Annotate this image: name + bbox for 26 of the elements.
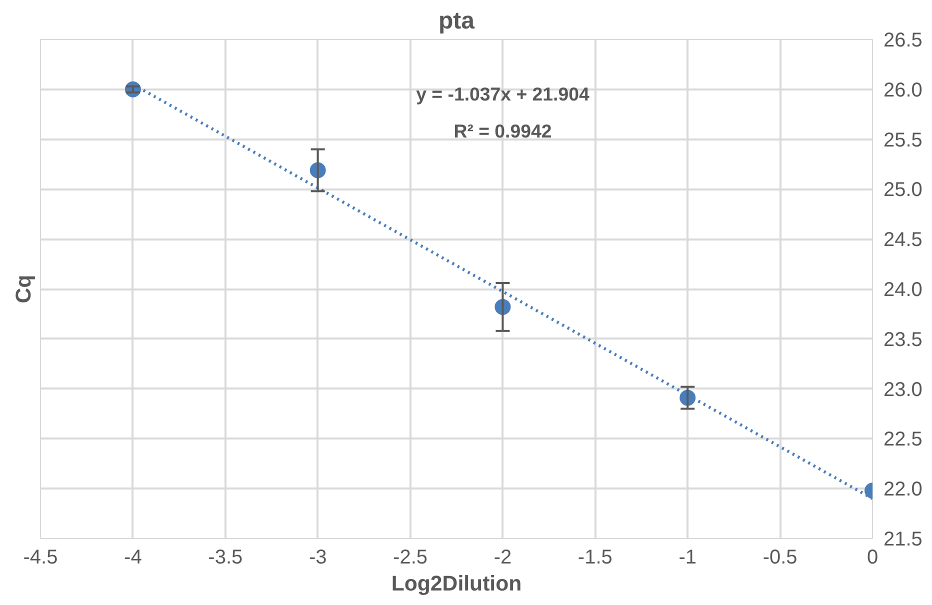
x-tick-label: -1.5 xyxy=(578,546,612,568)
x-tick-label: -2.5 xyxy=(393,546,428,568)
y-tick-label: 26.0 xyxy=(884,79,922,102)
y-tick-label: 24.5 xyxy=(884,229,922,252)
y-tick-label: 25.0 xyxy=(884,179,922,202)
y-tick-label: 23.5 xyxy=(884,328,922,351)
y-tick-label: 26.5 xyxy=(884,30,922,52)
x-tick-label: -2 xyxy=(494,546,512,568)
y-axis-title: Cq xyxy=(12,274,36,304)
x-axis-title: Log2Dilution xyxy=(391,572,522,596)
x-tick-label: -4 xyxy=(124,546,142,568)
x-tick-label: 0 xyxy=(866,546,878,568)
y-tick-label: 21.5 xyxy=(884,528,922,550)
y-tick-label: 24.0 xyxy=(884,279,922,301)
x-tick-label: -3.5 xyxy=(208,546,243,568)
y-tick-label: 25.5 xyxy=(884,129,922,152)
x-tick-label: -0.5 xyxy=(762,546,798,568)
x-tick-label: -1 xyxy=(678,546,697,568)
y-tick-label: 22.0 xyxy=(884,478,922,501)
annotation: R² = 0.9942 xyxy=(454,120,552,142)
y-tick-label: 22.5 xyxy=(884,428,922,451)
annotation: y = -1.037x + 21.904 xyxy=(416,83,590,104)
x-tick-label: -3 xyxy=(308,546,327,568)
chart-title: pta xyxy=(438,8,476,34)
x-tick-label: -4.5 xyxy=(23,546,58,568)
y-tick-label: 23.0 xyxy=(884,378,922,401)
